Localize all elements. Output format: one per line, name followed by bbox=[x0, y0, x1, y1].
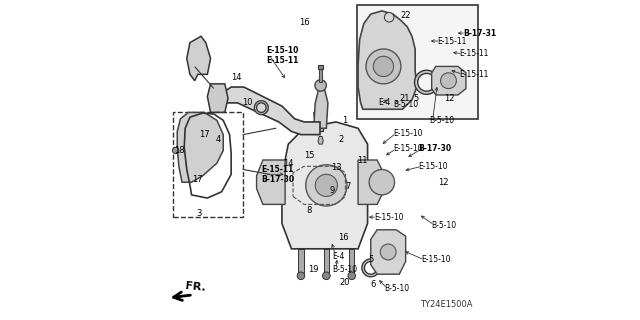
Text: E-15-10: E-15-10 bbox=[422, 255, 451, 264]
Text: 12: 12 bbox=[444, 94, 454, 103]
Polygon shape bbox=[298, 249, 303, 274]
Circle shape bbox=[315, 80, 326, 91]
Text: 5: 5 bbox=[368, 255, 373, 264]
Text: E-15-11: E-15-11 bbox=[460, 49, 489, 58]
Polygon shape bbox=[187, 36, 211, 81]
Text: 14: 14 bbox=[231, 73, 242, 82]
Circle shape bbox=[373, 56, 394, 76]
Polygon shape bbox=[371, 230, 406, 274]
Text: B-5-10: B-5-10 bbox=[431, 220, 456, 229]
Circle shape bbox=[323, 272, 330, 280]
Text: 21: 21 bbox=[400, 94, 410, 103]
Text: 17: 17 bbox=[199, 130, 209, 139]
Text: E-15-11: E-15-11 bbox=[437, 36, 467, 45]
Text: B-5-10: B-5-10 bbox=[333, 265, 358, 274]
Text: E-4: E-4 bbox=[333, 252, 345, 261]
Text: B-17-31: B-17-31 bbox=[463, 28, 496, 38]
Circle shape bbox=[369, 170, 394, 195]
Circle shape bbox=[440, 73, 456, 89]
Text: 5: 5 bbox=[413, 94, 419, 103]
Text: 20: 20 bbox=[339, 278, 350, 287]
Text: E-4: E-4 bbox=[379, 99, 391, 108]
Polygon shape bbox=[257, 160, 285, 204]
Text: E-15-11
B-17-30: E-15-11 B-17-30 bbox=[261, 164, 294, 184]
Text: 16: 16 bbox=[339, 233, 349, 242]
Text: 1: 1 bbox=[342, 116, 348, 125]
Polygon shape bbox=[318, 65, 323, 69]
Text: 17: 17 bbox=[193, 174, 203, 184]
Polygon shape bbox=[218, 87, 320, 135]
Text: B-5-10: B-5-10 bbox=[393, 100, 418, 109]
Text: 22: 22 bbox=[401, 11, 411, 20]
Text: 14: 14 bbox=[283, 159, 294, 168]
Text: E-15-11: E-15-11 bbox=[460, 70, 489, 79]
Text: E-15-10: E-15-10 bbox=[393, 129, 422, 138]
Polygon shape bbox=[324, 249, 329, 274]
Text: TY24E1500A: TY24E1500A bbox=[420, 300, 472, 309]
Text: B-5-10: B-5-10 bbox=[384, 284, 409, 293]
Polygon shape bbox=[358, 11, 417, 109]
Text: B-17-30: B-17-30 bbox=[419, 144, 451, 153]
Text: E-15-10: E-15-10 bbox=[393, 144, 422, 153]
Circle shape bbox=[297, 272, 305, 280]
Text: 6: 6 bbox=[370, 280, 375, 289]
Text: E-15-10: E-15-10 bbox=[419, 162, 448, 171]
Polygon shape bbox=[314, 112, 326, 132]
Text: 15: 15 bbox=[303, 151, 314, 160]
Text: E-15-10: E-15-10 bbox=[374, 212, 403, 222]
Polygon shape bbox=[318, 137, 323, 144]
Text: 8: 8 bbox=[306, 206, 312, 215]
Text: 16: 16 bbox=[299, 18, 310, 27]
Circle shape bbox=[348, 272, 356, 280]
Polygon shape bbox=[319, 68, 322, 82]
Circle shape bbox=[316, 174, 337, 196]
Text: E-15-10
E-15-11: E-15-10 E-15-11 bbox=[266, 46, 298, 65]
Circle shape bbox=[385, 12, 394, 22]
Polygon shape bbox=[177, 112, 223, 182]
Circle shape bbox=[306, 165, 347, 206]
Text: 10: 10 bbox=[242, 99, 252, 108]
Polygon shape bbox=[431, 67, 466, 95]
Text: 13: 13 bbox=[332, 164, 342, 172]
Text: 7: 7 bbox=[345, 182, 351, 191]
Text: 4: 4 bbox=[215, 135, 220, 144]
Text: 9: 9 bbox=[330, 186, 335, 195]
Text: 19: 19 bbox=[308, 265, 318, 274]
Text: 18: 18 bbox=[175, 146, 185, 155]
Circle shape bbox=[380, 244, 396, 260]
Polygon shape bbox=[207, 84, 228, 112]
Text: FR.: FR. bbox=[185, 281, 207, 292]
Polygon shape bbox=[314, 87, 328, 128]
Circle shape bbox=[366, 49, 401, 84]
Text: 3: 3 bbox=[196, 209, 202, 219]
Polygon shape bbox=[349, 249, 355, 274]
Polygon shape bbox=[358, 160, 383, 204]
Text: 12: 12 bbox=[438, 178, 449, 187]
Text: 11: 11 bbox=[358, 156, 368, 165]
Circle shape bbox=[173, 147, 179, 154]
Bar bbox=[173, 112, 243, 217]
Text: 2: 2 bbox=[338, 135, 343, 144]
Bar bbox=[357, 4, 478, 119]
Polygon shape bbox=[282, 122, 367, 249]
Text: B-5-10: B-5-10 bbox=[429, 116, 454, 125]
